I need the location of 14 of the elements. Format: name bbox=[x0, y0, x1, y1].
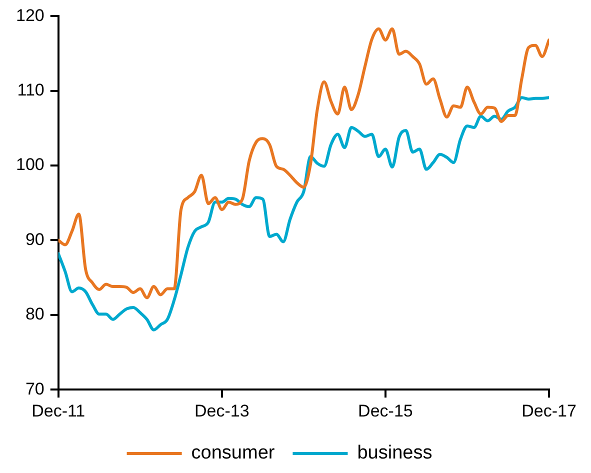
legend-label: consumer bbox=[191, 442, 276, 464]
x-tick-label: Dec-11 bbox=[32, 401, 86, 420]
y-tick-label: 80 bbox=[25, 304, 44, 324]
legend-label: business bbox=[357, 442, 432, 464]
line-series bbox=[58, 96, 549, 332]
x-tick-label: Dec-15 bbox=[358, 401, 413, 420]
y-tick-label: 100 bbox=[16, 155, 44, 174]
x-tick-label: Dec-17 bbox=[522, 401, 576, 420]
y-tick-label: 120 bbox=[16, 6, 44, 25]
y-tick-label: 110 bbox=[17, 80, 44, 100]
y-tick-label: 90 bbox=[25, 230, 44, 249]
y-tick-label: 70 bbox=[25, 379, 44, 398]
x-tick-label: Dec-13 bbox=[194, 401, 250, 420]
line-series bbox=[58, 27, 549, 300]
